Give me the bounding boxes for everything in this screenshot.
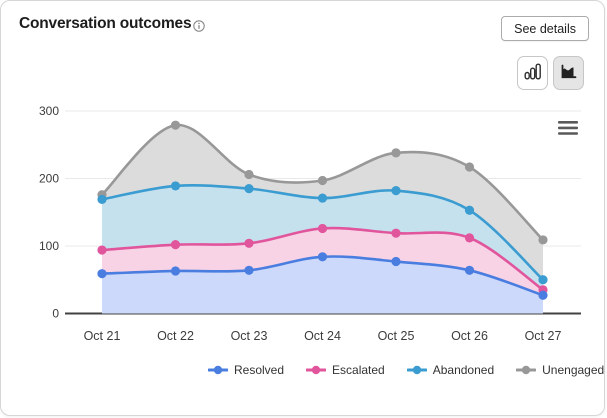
data-point-abandoned[interactable] [244,184,254,194]
bar-chart-toggle-button[interactable] [517,56,548,90]
x-axis-tick-label: Oct 26 [451,329,488,343]
data-point-abandoned[interactable] [170,181,181,191]
info-icon[interactable] [193,19,205,32]
area-resolved [102,256,543,314]
data-point-escalated[interactable] [170,240,181,250]
legend-marker-icon [516,365,537,375]
data-point-unengaged[interactable] [464,162,475,172]
legend-marker-icon [208,365,228,375]
page-title: Conversation outcomes [19,15,192,32]
legend-label: Escalated [332,363,385,377]
x-axis-tick-label: Oct 24 [304,329,341,343]
data-point-escalated[interactable] [391,228,401,238]
data-point-escalated[interactable] [97,245,107,255]
legend-label: Resolved [234,363,285,377]
x-axis-tick-label: Oct 21 [84,329,121,343]
data-point-resolved[interactable] [391,256,401,267]
data-point-abandoned[interactable] [317,193,328,203]
data-point-abandoned[interactable] [97,194,107,205]
data-point-unengaged[interactable] [170,120,181,130]
x-axis-tick-label: Oct 25 [378,329,415,343]
data-point-escalated[interactable] [244,238,254,248]
data-point-unengaged[interactable] [244,169,254,180]
legend-item-escalated[interactable]: Escalated [306,363,385,377]
data-point-abandoned[interactable] [464,205,475,215]
data-point-abandoned[interactable] [391,186,401,196]
legend-label: Abandoned [432,363,495,377]
data-point-unengaged[interactable] [391,148,401,158]
y-axis-tick-label: 200 [39,172,59,186]
x-axis-tick-label: Oct 22 [157,329,194,343]
area-chart-toggle-button[interactable] [553,56,584,90]
data-point-resolved[interactable] [317,252,328,262]
legend-item-resolved[interactable]: Resolved [208,363,284,377]
data-point-resolved[interactable] [170,266,181,276]
data-point-unengaged[interactable] [317,175,328,186]
data-point-unengaged[interactable] [538,235,548,245]
y-axis-tick-label: 300 [39,104,59,118]
legend-item-abandoned[interactable]: Abandoned [406,363,495,377]
bar-chart-icon [523,62,542,84]
y-axis-tick-label: 0 [52,307,59,321]
x-axis-tick-label: Oct 23 [231,329,268,343]
chart-legend: Resolved Escalated Abandoned Unengaged [208,363,604,377]
legend-marker-icon [306,365,327,375]
data-point-escalated[interactable] [317,223,328,234]
area-chart-icon [559,62,578,84]
outcomes-area-chart[interactable]: 300 200 100 0 Oct 21 Oct 22 Oct 23 Oct 24 Oct 25… [1,96,605,356]
hamburger-menu-icon[interactable] [558,120,578,136]
data-point-resolved[interactable] [538,290,548,300]
data-point-resolved[interactable] [97,269,107,279]
legend-item-unengaged[interactable]: Unengaged [516,363,604,377]
legend-label: Unengaged [542,363,605,377]
chart-type-toggle-group [517,56,584,90]
data-point-abandoned[interactable] [538,275,548,285]
data-point-resolved[interactable] [464,265,475,275]
x-axis-tick-label: Oct 27 [525,329,562,343]
data-point-escalated[interactable] [464,233,475,243]
y-axis-tick-label: 100 [39,239,59,253]
data-point-resolved[interactable] [244,265,254,275]
legend-marker-icon [406,365,427,375]
see-details-button[interactable]: See details [501,16,589,41]
